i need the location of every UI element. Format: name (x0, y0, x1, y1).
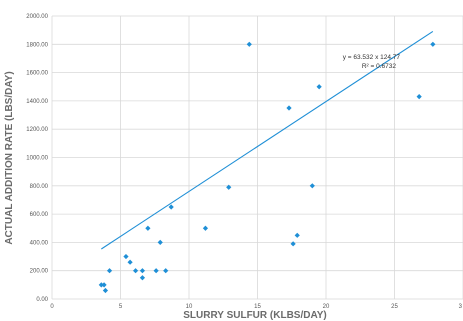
y-tick-label: 400.00 (30, 240, 49, 246)
y-tick-labels: 0.00 200.00 400.00 600.00 800.00 1000.00 1200.… (26, 14, 48, 303)
data-point (316, 84, 322, 90)
data-point (226, 184, 232, 190)
data-point (145, 225, 151, 231)
trendline-r-squared: R² = 0.6732 (362, 63, 397, 70)
data-point (101, 282, 107, 288)
x-tick-label: 10 (186, 304, 193, 310)
x-tick-label: 15 (254, 304, 261, 310)
x-tick-label: 25 (391, 304, 398, 310)
data-point (123, 253, 129, 260)
trendline-group (101, 30, 434, 250)
x-tick-label: 20 (323, 304, 330, 310)
y-tick-label: 1000.00 (26, 156, 48, 162)
data-point (168, 204, 174, 210)
y-tick-label: 1200.00 (26, 127, 48, 133)
data-point (290, 241, 296, 247)
x-tick-label: 5 (119, 304, 123, 310)
data-point (98, 282, 104, 288)
trendline (101, 30, 434, 250)
data-point (139, 268, 146, 274)
x-axis-title: SLURRY SULFUR (KLBS/DAY) (183, 310, 327, 321)
y-tick-label: 800.00 (30, 184, 49, 190)
y-tick-label: 2000.00 (26, 14, 48, 20)
data-point (153, 268, 159, 274)
x-tick-labels: 0 5 10 15 20 25 3 (50, 304, 462, 310)
y-tick-label: 1800.00 (26, 42, 48, 48)
data-point (294, 232, 300, 238)
data-point (139, 275, 146, 281)
data-point (163, 268, 169, 274)
data-point (416, 94, 422, 100)
data-point (132, 268, 139, 274)
grid-lines (51, 15, 463, 300)
y-tick-label: 0.00 (36, 297, 48, 303)
x-tick-label: 3 (459, 304, 463, 310)
data-point (106, 268, 113, 274)
data-point (430, 41, 436, 47)
data-point (246, 41, 252, 47)
x-tick-label: 0 (50, 304, 54, 310)
trendline-equation: y = 63.532 x 124.77 (343, 54, 401, 61)
data-point (286, 105, 292, 111)
data-point (309, 183, 315, 189)
data-point (127, 259, 133, 265)
y-tick-label: 1400.00 (26, 99, 48, 105)
data-point (102, 287, 109, 294)
y-tick-label: 200.00 (30, 269, 49, 275)
y-tick-label: 600.00 (30, 212, 49, 218)
data-point (157, 239, 163, 245)
y-axis-title: ACTUAL ADDITION RATE (LBS/DAY) (4, 71, 15, 244)
y-tick-label: 1600.00 (26, 71, 48, 77)
data-points (98, 41, 436, 294)
data-point (202, 225, 209, 231)
